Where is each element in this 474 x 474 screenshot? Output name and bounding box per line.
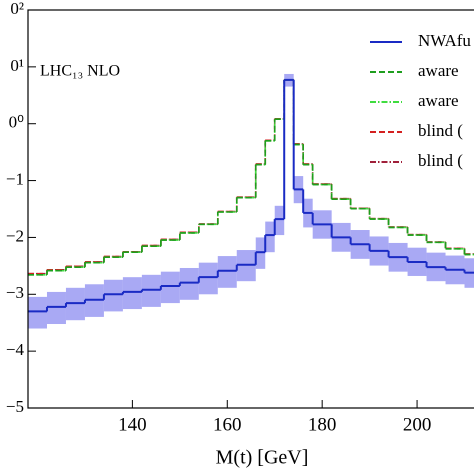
x-tick-label: 200 (403, 414, 432, 435)
error-band (198, 262, 218, 295)
error-band (160, 271, 180, 304)
y-tick-label: 0⁰ (9, 113, 25, 132)
error-band (141, 274, 161, 307)
error-band (46, 291, 66, 325)
error-band (122, 277, 142, 310)
x-tick-label: 160 (213, 414, 242, 435)
legend-label: blind ( (418, 151, 463, 170)
error-band (103, 279, 123, 312)
error-band (274, 205, 285, 236)
x-axis-label: M(t) [GeV] (216, 447, 309, 469)
y-tick-label: −1 (6, 169, 24, 188)
error-band (217, 256, 237, 288)
y-tick-label: −3 (6, 283, 24, 302)
y-tick-label: 0¹ (10, 56, 24, 75)
legend-label: aware (418, 61, 459, 80)
y-tick-label: −5 (6, 397, 24, 416)
error-band (179, 267, 199, 300)
x-tick-label: 140 (118, 414, 147, 435)
y-tick-label: −2 (6, 226, 24, 245)
legend-label: blind ( (418, 121, 463, 140)
legend-label: NWAfu (418, 31, 471, 50)
legend-label: aware (418, 91, 459, 110)
error-band (265, 221, 275, 253)
annotation: LHC₁₃ NLO (40, 63, 120, 80)
x-tick-label: 180 (308, 414, 337, 435)
y-tick-label: −4 (6, 340, 25, 359)
error-band (28, 296, 47, 329)
y-tick-label: 0² (10, 0, 24, 18)
plot-frame (27, 9, 474, 409)
